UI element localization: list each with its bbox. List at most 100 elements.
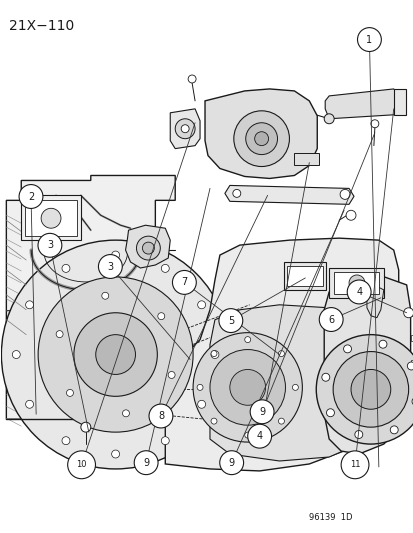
Circle shape	[188, 75, 196, 83]
Circle shape	[142, 242, 154, 254]
Text: 21X−110: 21X−110	[9, 19, 74, 33]
Polygon shape	[366, 285, 383, 318]
Bar	[21, 196, 81, 240]
Circle shape	[278, 418, 284, 424]
Circle shape	[192, 333, 301, 442]
Circle shape	[172, 270, 196, 294]
Circle shape	[19, 184, 43, 208]
Circle shape	[357, 28, 380, 52]
Circle shape	[244, 432, 250, 438]
Circle shape	[197, 384, 202, 390]
Circle shape	[95, 335, 135, 375]
Bar	[410, 310, 413, 316]
Circle shape	[370, 120, 378, 128]
Circle shape	[249, 400, 273, 424]
Circle shape	[232, 189, 240, 197]
Circle shape	[219, 451, 243, 474]
Text: 96139  1D: 96139 1D	[309, 513, 352, 522]
Polygon shape	[6, 175, 175, 429]
Bar	[333, 272, 378, 294]
Bar	[393, 89, 405, 115]
Circle shape	[347, 280, 370, 304]
Circle shape	[38, 277, 192, 432]
Polygon shape	[325, 89, 398, 119]
Circle shape	[348, 275, 364, 291]
Circle shape	[175, 119, 195, 139]
Circle shape	[378, 340, 386, 348]
Circle shape	[209, 350, 285, 425]
Text: 5: 5	[227, 316, 233, 326]
Text: 9: 9	[259, 407, 264, 417]
Text: 2: 2	[28, 191, 34, 201]
Circle shape	[38, 233, 62, 257]
Circle shape	[134, 451, 158, 474]
Text: 8: 8	[157, 411, 164, 421]
Circle shape	[245, 123, 277, 155]
Circle shape	[292, 384, 298, 390]
Bar	[284, 262, 325, 290]
Circle shape	[136, 236, 160, 260]
Circle shape	[62, 437, 70, 445]
Text: 9: 9	[143, 458, 149, 467]
Text: 9: 9	[228, 458, 234, 467]
Circle shape	[332, 352, 408, 427]
Text: 7: 7	[181, 277, 187, 287]
Bar	[294, 152, 318, 165]
Circle shape	[112, 450, 119, 458]
Text: 3: 3	[107, 262, 113, 271]
Circle shape	[161, 437, 169, 445]
Circle shape	[157, 313, 164, 320]
Circle shape	[122, 410, 129, 417]
Circle shape	[403, 308, 413, 318]
Circle shape	[229, 369, 265, 405]
Circle shape	[197, 301, 205, 309]
Circle shape	[211, 418, 216, 424]
Circle shape	[211, 351, 218, 359]
Circle shape	[74, 313, 157, 397]
Circle shape	[181, 125, 189, 133]
Text: 10: 10	[76, 461, 87, 469]
Circle shape	[161, 264, 169, 272]
Circle shape	[343, 345, 351, 353]
Polygon shape	[323, 275, 410, 454]
Circle shape	[98, 255, 122, 278]
Circle shape	[41, 208, 61, 228]
Polygon shape	[209, 305, 373, 461]
Polygon shape	[125, 225, 170, 268]
Text: 4: 4	[256, 431, 262, 441]
Circle shape	[12, 351, 20, 359]
Circle shape	[81, 422, 90, 432]
Text: 3: 3	[47, 240, 53, 251]
Circle shape	[247, 424, 271, 448]
Circle shape	[354, 431, 362, 439]
Circle shape	[323, 114, 333, 124]
Circle shape	[67, 451, 95, 479]
Circle shape	[197, 400, 205, 408]
Circle shape	[254, 132, 268, 146]
Circle shape	[321, 373, 329, 381]
Polygon shape	[224, 185, 353, 204]
Circle shape	[26, 301, 33, 309]
Circle shape	[326, 409, 334, 417]
Circle shape	[62, 264, 70, 272]
Circle shape	[1, 240, 229, 469]
Circle shape	[340, 451, 368, 479]
Bar	[410, 335, 413, 341]
Circle shape	[318, 308, 342, 332]
Polygon shape	[170, 109, 199, 149]
Bar	[410, 360, 413, 366]
Bar	[328, 268, 383, 298]
Circle shape	[244, 337, 250, 343]
Circle shape	[345, 211, 355, 220]
Circle shape	[112, 251, 119, 259]
Text: 6: 6	[328, 314, 333, 325]
Circle shape	[66, 390, 73, 397]
Circle shape	[168, 372, 175, 378]
Circle shape	[211, 351, 216, 357]
Bar	[25, 200, 77, 236]
Circle shape	[350, 369, 390, 409]
Circle shape	[102, 292, 109, 299]
Text: 1: 1	[366, 35, 372, 45]
Bar	[287, 266, 323, 286]
Polygon shape	[165, 238, 398, 471]
